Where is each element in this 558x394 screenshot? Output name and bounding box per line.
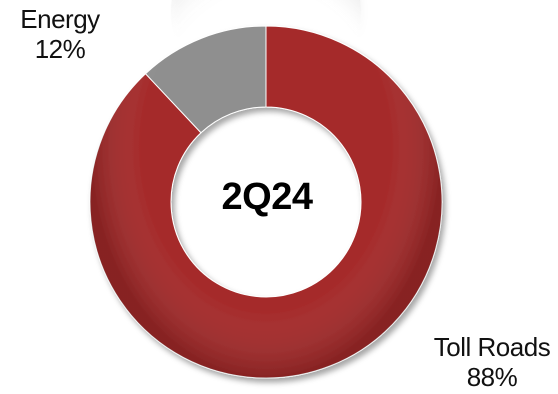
energy-slice-label: Energy 12%	[8, 4, 112, 64]
toll-roads-category-label: Toll Roads	[433, 332, 551, 362]
toll-roads-slice-label: Toll Roads 88%	[426, 332, 558, 392]
donut-shading	[90, 0, 442, 378]
toll-roads-value-label: 88%	[466, 362, 518, 392]
energy-value-label: 12%	[34, 34, 86, 64]
energy-category-label: Energy	[20, 4, 100, 34]
center-period-label: 2Q24	[221, 176, 313, 218]
